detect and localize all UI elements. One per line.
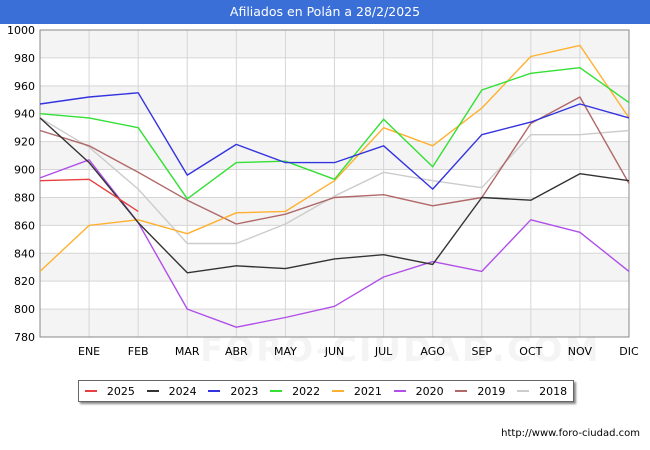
- legend-swatch: [84, 390, 97, 392]
- series-line-2022: [39, 66, 630, 200]
- legend-swatch: [517, 390, 530, 392]
- legend-swatch: [270, 390, 283, 392]
- x-tick-label: ABR: [225, 345, 248, 358]
- x-tick-label: SEP: [471, 345, 492, 358]
- x-tick-label: NOV: [568, 345, 593, 358]
- y-tick-label: 820: [14, 275, 35, 288]
- y-tick-label: 780: [14, 331, 35, 344]
- y-tick-label: 920: [14, 136, 35, 149]
- legend-swatch: [393, 390, 406, 392]
- line-chart: 780 800 820 840 860 880 900 920 940 960 980 1000 EN…: [7, 24, 639, 358]
- legend-swatch: [331, 390, 344, 392]
- series-line-2024: [39, 117, 630, 274]
- series-line-2023: [39, 92, 630, 190]
- legend-label: 2020: [415, 384, 444, 398]
- series-lines: [39, 44, 630, 328]
- y-tick-label: 860: [14, 219, 35, 232]
- x-axis: ENE FEB MAR ABR MAY JUN JUL AGO SEP OCT NOV DIC: [78, 345, 639, 358]
- source-credit: http://www.foro-ciudad.com: [501, 428, 640, 439]
- y-tick-label: 900: [14, 164, 35, 177]
- series-line-2021: [39, 44, 630, 272]
- x-tick-label: FEB: [128, 345, 149, 358]
- legend-item-2022: 2022: [270, 385, 320, 398]
- legend-swatch: [208, 390, 221, 392]
- legend-swatch: [146, 390, 159, 392]
- y-tick-label: 840: [14, 247, 35, 260]
- legend-item-2025: 2025: [84, 384, 135, 398]
- legend-item-2023: 2023: [208, 385, 258, 398]
- x-tick-label: DIC: [619, 345, 639, 358]
- legend-label: 2023: [230, 384, 259, 398]
- x-tick-label: MAY: [274, 345, 297, 358]
- series-line-2019: [39, 96, 630, 225]
- legend: 2025 2024 2023 2022 2021 2020 2019 2018: [78, 380, 574, 402]
- legend-item-2021: 2021: [331, 384, 382, 398]
- legend-item-2018: 2018: [517, 385, 567, 398]
- series-line-2018: [39, 117, 630, 245]
- y-axis: 780 800 820 840 860 880 900 920 940 960 980 1000: [7, 24, 35, 344]
- legend-item-2024: 2024: [146, 384, 197, 398]
- chart-title: Afiliados en Polán a 28/2/2025: [229, 4, 421, 19]
- legend-label: 2019: [477, 384, 506, 398]
- x-tick-label: MAR: [175, 345, 200, 358]
- title-bar: [0, 0, 650, 24]
- legend-swatch: [455, 390, 468, 392]
- y-tick-label: 1000: [7, 24, 35, 37]
- grid-lines: [39, 29, 630, 338]
- y-tick-label: 940: [14, 108, 35, 121]
- legend-label: 2025: [106, 384, 135, 398]
- legend-item-2019: 2019: [455, 385, 505, 398]
- series-line-2025: [39, 178, 139, 212]
- x-tick-label: ENE: [78, 345, 100, 358]
- x-tick-label: JUL: [374, 345, 393, 358]
- legend-label: 2021: [353, 384, 382, 398]
- x-tick-label: OCT: [519, 345, 542, 358]
- legend-label: 2022: [292, 384, 321, 398]
- legend-label: 2018: [539, 384, 568, 398]
- x-tick-label: AGO: [420, 345, 445, 358]
- x-tick-label: JUN: [324, 345, 345, 358]
- legend-label: 2024: [168, 384, 197, 398]
- y-tick-label: 800: [14, 303, 35, 316]
- y-tick-label: 880: [14, 191, 35, 204]
- y-tick-label: 960: [14, 80, 35, 93]
- y-tick-label: 980: [14, 52, 35, 65]
- legend-item-2020: 2020: [393, 384, 444, 398]
